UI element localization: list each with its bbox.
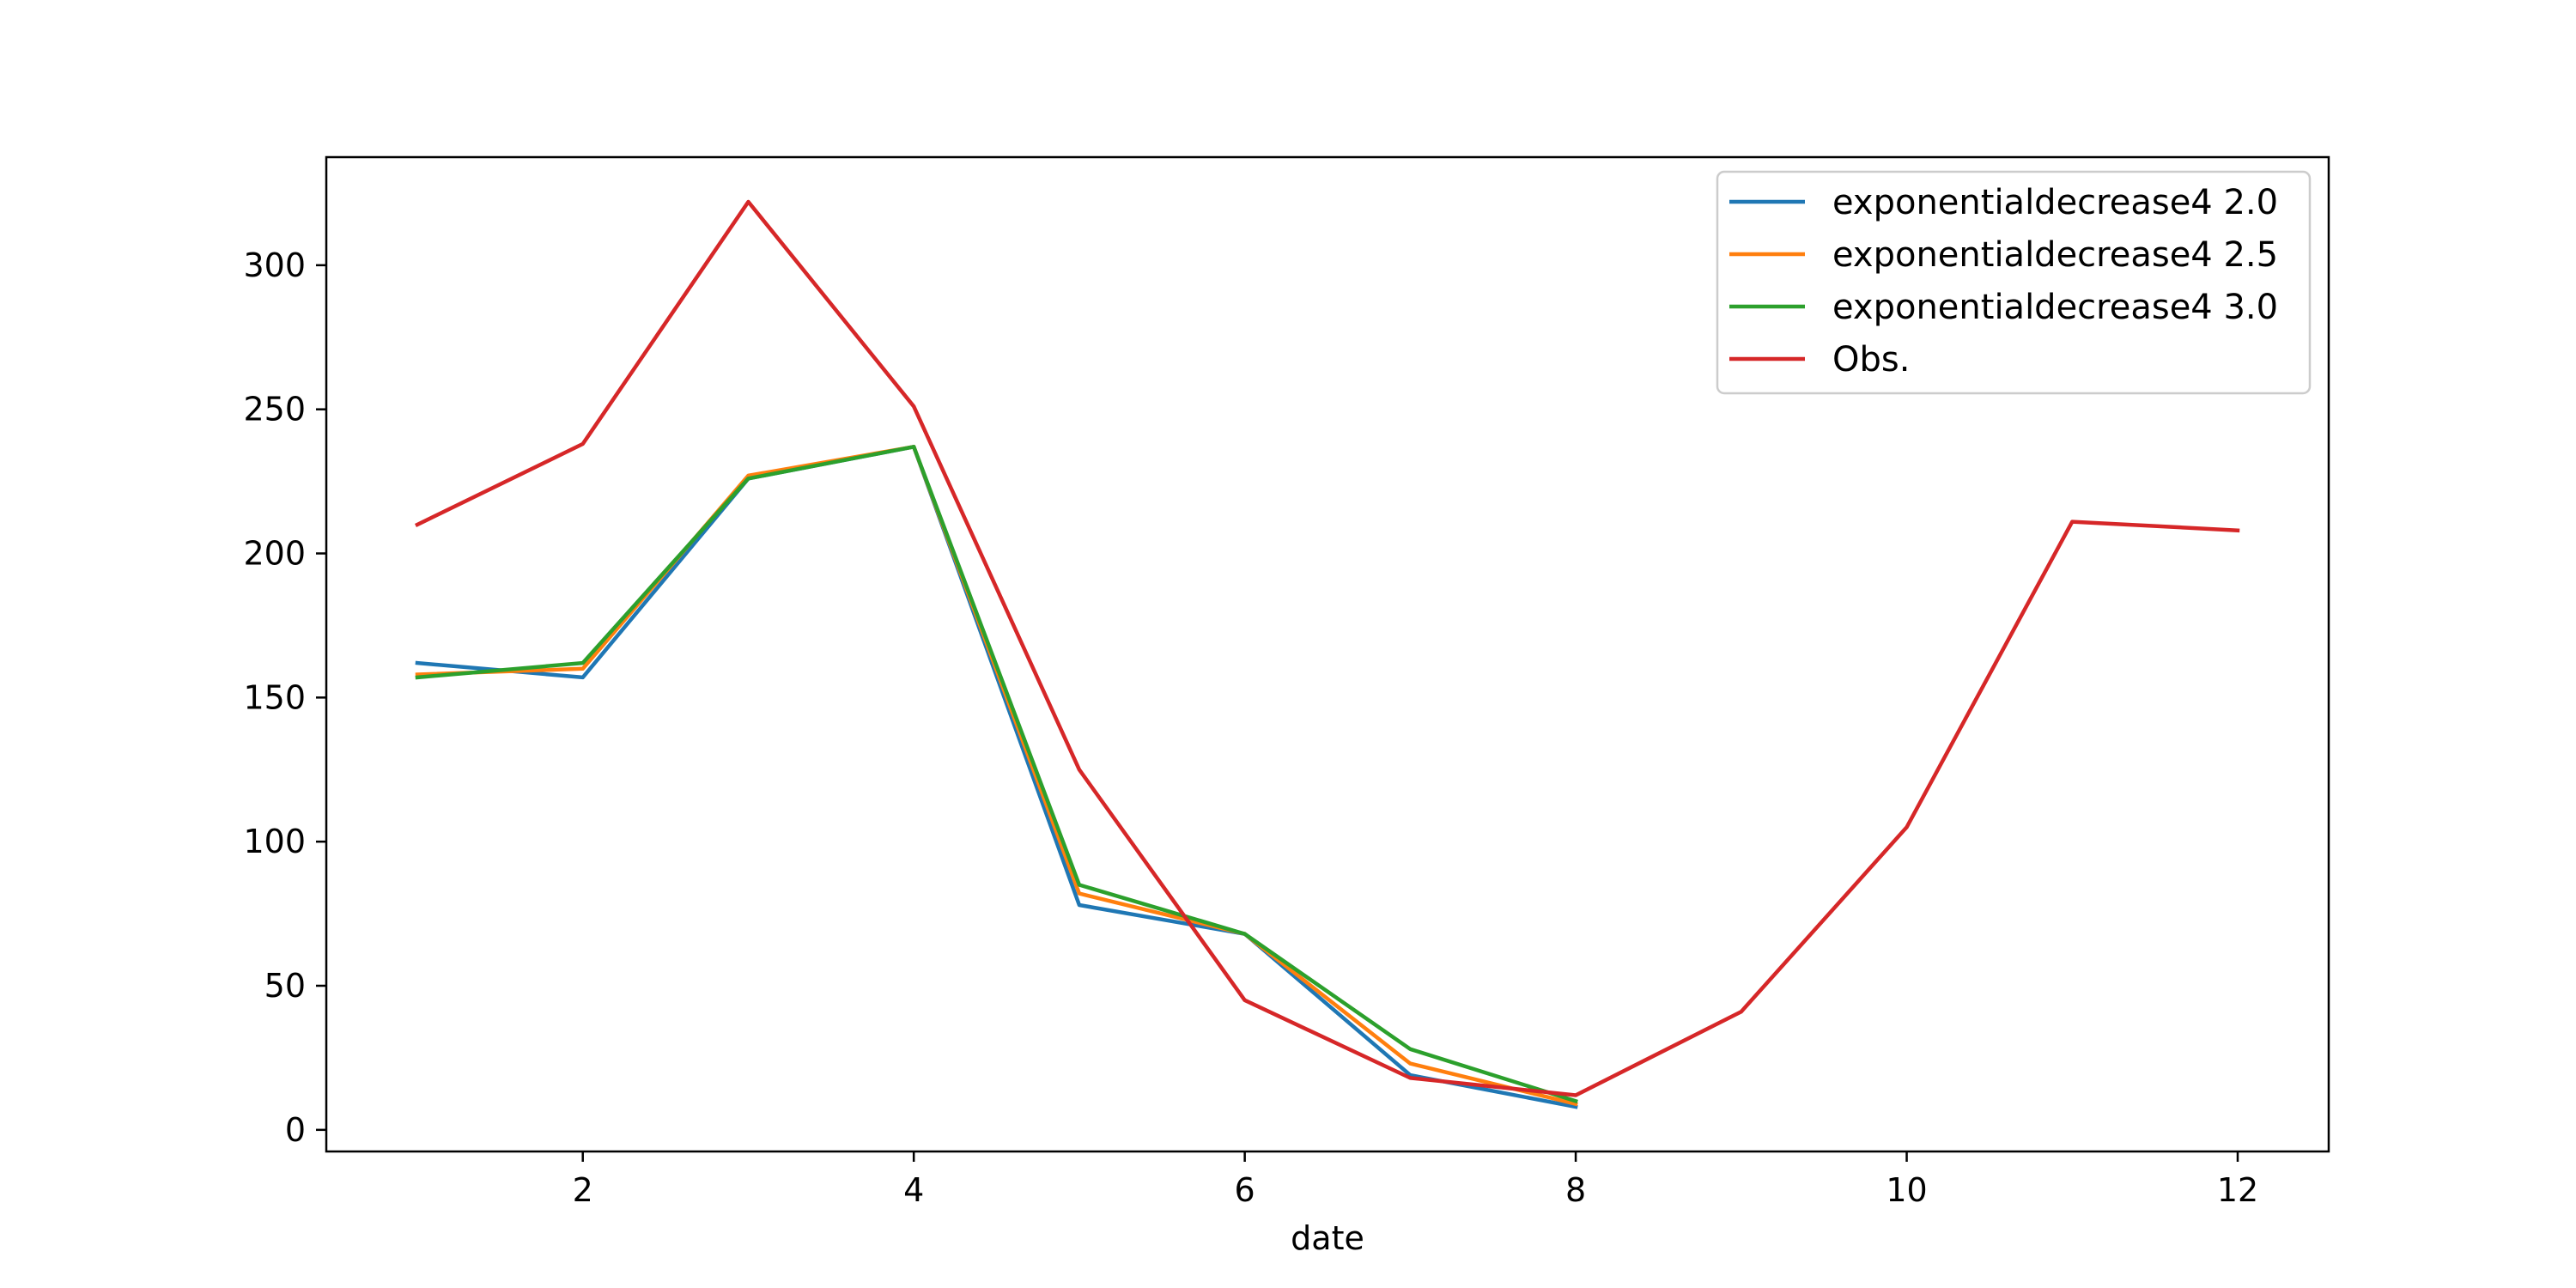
y-tick-label: 100 (243, 823, 306, 860)
series-layer (414, 199, 2240, 1109)
y-tick-label: 250 (243, 391, 306, 428)
y-tick-label: 0 (285, 1111, 306, 1149)
x-axis-label: date (1291, 1219, 1364, 1257)
y-tick-label: 200 (243, 535, 306, 573)
x-axis: 2 4 6 8 10 12 (573, 1151, 2258, 1209)
legend-entry-label: exponentialdecrease4 2.0 (1832, 183, 2278, 222)
y-axis: 0 50 100 150 200 250 300 (243, 246, 326, 1149)
x-tick-label: 2 (573, 1171, 593, 1209)
series-line-3 (415, 445, 1578, 1104)
series-line-1 (415, 445, 1578, 1109)
series-line-4 (414, 199, 2240, 1097)
legend-entry-label: Obs. (1832, 340, 1910, 380)
x-tick-label: 10 (1886, 1171, 1927, 1209)
plot-frame (325, 155, 2330, 1153)
legend-entry-label: exponentialdecrease4 3.0 (1832, 288, 2278, 327)
x-tick-label: 6 (1235, 1171, 1255, 1209)
x-tick-label: 12 (2217, 1171, 2258, 1209)
legend-box (1716, 170, 2312, 395)
y-tick-label: 50 (264, 967, 306, 1005)
x-tick-label: 8 (1565, 1171, 1586, 1209)
legend-entry-label: exponentialdecrease4 2.5 (1832, 235, 2278, 275)
y-tick-label: 150 (243, 678, 306, 716)
y-tick-label: 300 (243, 246, 306, 284)
legend: exponentialdecrease4 2.0 exponentialdecre… (1716, 170, 2312, 395)
x-tick-label: 4 (903, 1171, 924, 1209)
